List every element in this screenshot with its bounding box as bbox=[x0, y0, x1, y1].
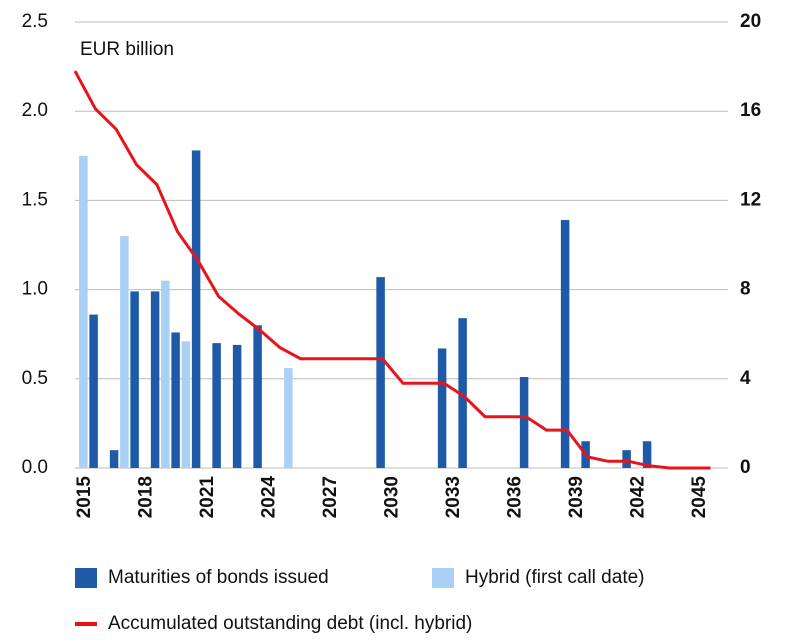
y-tick-label: 0.5 bbox=[22, 368, 48, 389]
bar bbox=[181, 341, 191, 468]
bar bbox=[120, 236, 129, 468]
x-tick-label: 2021 bbox=[197, 476, 218, 519]
bar bbox=[212, 343, 221, 468]
y-tick-label: 2.5 bbox=[22, 11, 48, 32]
y2-tick-label: 12 bbox=[740, 189, 761, 210]
bar bbox=[560, 220, 570, 468]
bar bbox=[89, 314, 98, 468]
legend-swatch bbox=[432, 568, 454, 588]
x-tick-label: 2018 bbox=[136, 476, 157, 518]
bar bbox=[161, 280, 170, 468]
legend-swatch bbox=[75, 568, 97, 588]
bar bbox=[191, 150, 201, 468]
bar bbox=[79, 155, 88, 469]
bar bbox=[376, 277, 385, 468]
bar bbox=[150, 291, 160, 468]
bar bbox=[437, 348, 447, 468]
legend-label: Maturities of bonds issued bbox=[108, 567, 329, 588]
y-tick-label: 2.0 bbox=[22, 100, 48, 121]
bar bbox=[284, 368, 293, 468]
bar bbox=[109, 450, 119, 468]
x-tick-label: 2024 bbox=[259, 476, 280, 519]
x-tick-label: 2030 bbox=[382, 476, 403, 518]
y-tick-label: 0.0 bbox=[22, 457, 48, 478]
axis-unit: EUR billion bbox=[80, 39, 174, 60]
y-tick-label: 1.0 bbox=[22, 279, 48, 300]
bar bbox=[642, 441, 652, 468]
bar bbox=[622, 450, 631, 468]
bar bbox=[458, 318, 467, 468]
line bbox=[73, 70, 711, 470]
x-tick-label: 2045 bbox=[689, 476, 710, 519]
x-tick-label: 2039 bbox=[566, 476, 587, 518]
bar bbox=[519, 377, 529, 468]
y2-tick-label: 4 bbox=[740, 368, 751, 389]
x-tick-label: 2042 bbox=[628, 476, 649, 518]
legend-label: Hybrid (first call date) bbox=[465, 567, 645, 588]
legend-label: Accumulated outstanding debt (incl. hybr… bbox=[108, 613, 472, 634]
y2-tick-label: 8 bbox=[740, 279, 751, 300]
y2-tick-label: 20 bbox=[740, 11, 761, 32]
x-tick-label: 2027 bbox=[320, 476, 341, 518]
bar bbox=[130, 291, 139, 468]
y2-tick-label: 16 bbox=[740, 100, 761, 121]
x-tick-label: 2015 bbox=[74, 476, 95, 519]
y-tick-label: 1.5 bbox=[22, 189, 48, 210]
bar bbox=[253, 325, 262, 468]
y2-tick-label: 0 bbox=[740, 457, 751, 478]
bar bbox=[171, 332, 180, 468]
bar bbox=[232, 344, 242, 468]
x-tick-label: 2036 bbox=[505, 476, 526, 518]
x-tick-label: 2033 bbox=[443, 476, 464, 518]
